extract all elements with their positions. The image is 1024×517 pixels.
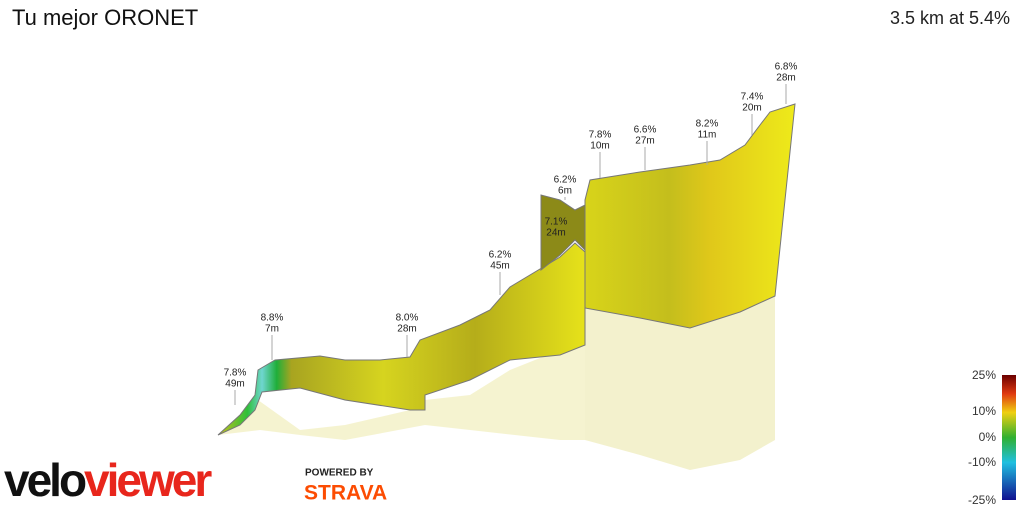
- scale-label: 25%: [972, 368, 996, 382]
- annotation-grade: 6.6%: [634, 125, 657, 136]
- annotation-grade: 8.8%: [261, 313, 284, 324]
- strava: STRAVA: [304, 482, 387, 505]
- annotation-grade: 7.8%: [224, 368, 247, 379]
- annotation-length: 7m: [265, 324, 279, 335]
- annotation-length: 45m: [490, 261, 509, 272]
- scale-label: 10%: [972, 404, 996, 418]
- scale-label: -25%: [968, 493, 996, 507]
- annotation-grade: 7.1%: [545, 217, 568, 228]
- annotation-grade: 7.4%: [741, 92, 764, 103]
- logo-part: velo: [4, 454, 86, 506]
- annotation-length: 24m: [546, 228, 565, 239]
- logo-part: viewer: [84, 454, 212, 506]
- annotation-grade: 6.2%: [554, 175, 577, 186]
- annotation-length: 49m: [225, 379, 244, 390]
- summary: 3.5 km at 5.4%: [890, 8, 1010, 28]
- powered-by: POWERED BY: [305, 468, 374, 479]
- annotation-length: 28m: [776, 73, 795, 84]
- profile-wall: [584, 103, 796, 329]
- annotations: 7.8%49m8.8%7m8.0%28m6.2%45m7.1%24m6.2%6m…: [224, 62, 798, 405]
- annotation-grade: 6.8%: [775, 62, 798, 73]
- profile-wall: [217, 242, 586, 436]
- scale-label: -10%: [968, 455, 996, 469]
- annotation-length: 11m: [698, 130, 717, 141]
- scale-label: 0%: [979, 430, 997, 444]
- color-scale-bar: [1002, 375, 1016, 500]
- annotation-length: 27m: [635, 136, 654, 147]
- profile-reflection: [218, 340, 585, 440]
- annotation-grade: 6.2%: [489, 250, 512, 261]
- annotation-grade: 8.0%: [396, 313, 419, 324]
- annotation-length: 10m: [590, 141, 609, 152]
- annotation-length: 20m: [742, 103, 761, 114]
- annotation-length: 6m: [558, 186, 572, 197]
- profile-reflection: [585, 296, 775, 470]
- annotation-grade: 8.2%: [696, 119, 719, 130]
- annotation-grade: 7.8%: [589, 130, 612, 141]
- annotation-length: 28m: [397, 324, 416, 335]
- logo: veloviewer: [4, 454, 212, 506]
- title: Tu mejor ORONET: [12, 5, 198, 30]
